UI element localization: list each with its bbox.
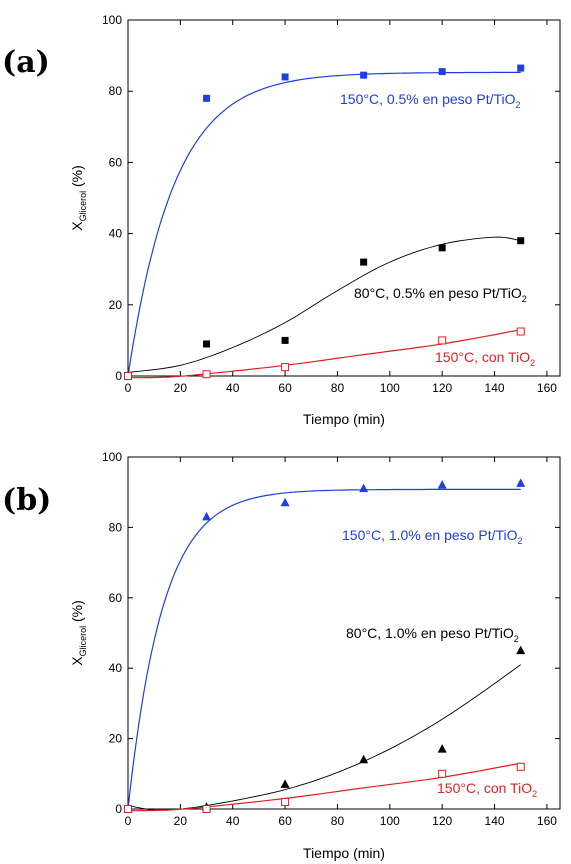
y-axis-title-b: XGlicerol (%) [69,600,88,666]
data-point-b-red [281,797,290,806]
plot-frame-b [127,456,561,810]
y-tick-label: 80 [109,84,123,98]
data-point-a-black [281,336,289,344]
data-point-a-blue [360,71,368,79]
fit-curve-a-blue [127,71,521,377]
y-tick-label: 20 [109,732,123,746]
x-tick-label: 20 [174,381,188,395]
data-point-a-black [517,237,525,245]
panel-a: (a) 0 20 40 60 80 100 120 140 160 0 20 40 60 80 100 Ti… [2,13,561,427]
x-tick-label: 80 [331,381,345,395]
data-point-b-blue [202,511,212,521]
panel-label-a: (a) [2,45,50,80]
data-point-b-black [280,779,290,788]
data-point-b-red [438,769,447,778]
y-tick-label: 60 [109,155,123,169]
plot-frame-a [127,19,561,377]
series-label-a-red: 150°C, con TiO2 [435,349,535,368]
data-point-b-blue [516,478,526,487]
data-point-b-red [202,805,211,813]
series-label-a-blue: 150°C, 0.5% en peso Pt/TiO2 [340,91,521,110]
data-point-a-red [124,372,132,380]
data-point-a-blue [517,64,525,72]
data-markers-a [124,64,525,380]
x-tick-label: 60 [278,814,292,828]
data-point-a-red [281,363,290,372]
x-tick-label: 20 [174,814,188,828]
x-tick-label: 120 [432,814,452,828]
axis-ticks-a: 0 20 40 60 80 100 120 140 160 0 20 40 60 80 100 [102,13,560,395]
data-point-b-blue [359,483,369,493]
x-tick-label: 40 [226,381,240,395]
series-label-b-black: 80°C, 1.0% en peso Pt/TiO2 [346,625,519,644]
y-tick-label: 0 [115,369,122,383]
y-tick-label: 60 [109,591,123,605]
panel-label-b: (b) [2,483,51,518]
x-tick-label: 0 [125,381,132,395]
x-axis-title-b: Tiempo (min) [303,845,385,861]
x-tick-label: 120 [432,381,452,395]
y-tick-label: 40 [109,661,123,675]
y-tick-label: 40 [109,227,123,241]
data-point-a-red [516,327,525,336]
x-tick-label: 100 [380,814,400,828]
data-point-a-blue [203,94,211,102]
panel-b: (b) 0 20 40 60 80 100 120 140 160 0 20 40 60 80 100 Ti… [2,450,561,861]
x-tick-label: 0 [125,814,132,828]
x-tick-label: 40 [226,814,240,828]
y-tick-label: 0 [115,802,122,816]
data-point-a-black [438,244,446,252]
x-axis-title-a: Tiempo (min) [303,411,385,427]
data-point-a-blue [281,73,289,81]
fit-curves-a [127,71,521,379]
x-tick-label: 160 [537,381,557,395]
data-point-b-black [359,754,369,764]
x-tick-label: 160 [537,814,557,828]
x-tick-label: 100 [380,381,400,395]
series-label-b-blue: 150°C, 1.0% en peso Pt/TiO2 [342,527,523,546]
x-tick-label: 60 [278,381,292,395]
data-point-b-blue [280,497,290,507]
y-tick-label: 20 [109,298,123,312]
data-point-a-black [203,340,211,348]
data-point-a-blue [438,68,446,76]
fit-curve-b-blue [127,488,521,810]
x-tick-label: 140 [485,381,505,395]
series-label-a-black: 80°C, 0.5% en peso Pt/TiO2 [354,285,527,304]
y-tick-label: 100 [102,450,122,464]
data-point-a-red [438,336,447,345]
fit-curve-a-black [127,236,521,373]
data-point-b-blue [437,480,447,489]
y-tick-label: 80 [109,520,123,534]
data-point-a-red [202,370,211,379]
x-tick-label: 80 [331,814,345,828]
x-tick-label: 140 [485,814,505,828]
data-point-b-black [437,744,447,753]
y-axis-title-a: XGlicerol (%) [69,165,88,231]
data-point-a-black [360,258,368,266]
data-point-b-red [516,762,525,771]
data-markers-b [123,478,526,813]
axis-ticks-b: 0 20 40 60 80 100 120 140 160 0 20 40 60 80 100 [102,450,560,828]
data-point-b-black [516,645,526,655]
y-tick-label: 100 [102,13,122,27]
data-point-b-red [124,805,132,813]
series-label-b-red: 150°C, con TiO2 [437,780,537,799]
